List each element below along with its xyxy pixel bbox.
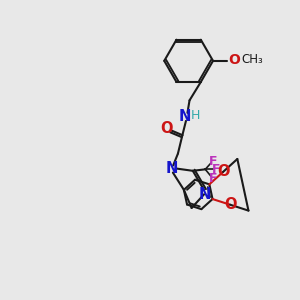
Text: O: O [229, 53, 240, 67]
Text: CH₃: CH₃ [242, 53, 264, 66]
Text: H: H [191, 109, 200, 122]
Text: N: N [165, 161, 178, 176]
Text: F: F [212, 164, 221, 176]
Text: N: N [199, 187, 211, 202]
Text: O: O [161, 121, 173, 136]
Text: O: O [224, 197, 236, 212]
Text: F: F [209, 154, 218, 167]
Text: F: F [209, 172, 218, 185]
Text: N: N [179, 109, 191, 124]
Text: O: O [217, 164, 229, 179]
